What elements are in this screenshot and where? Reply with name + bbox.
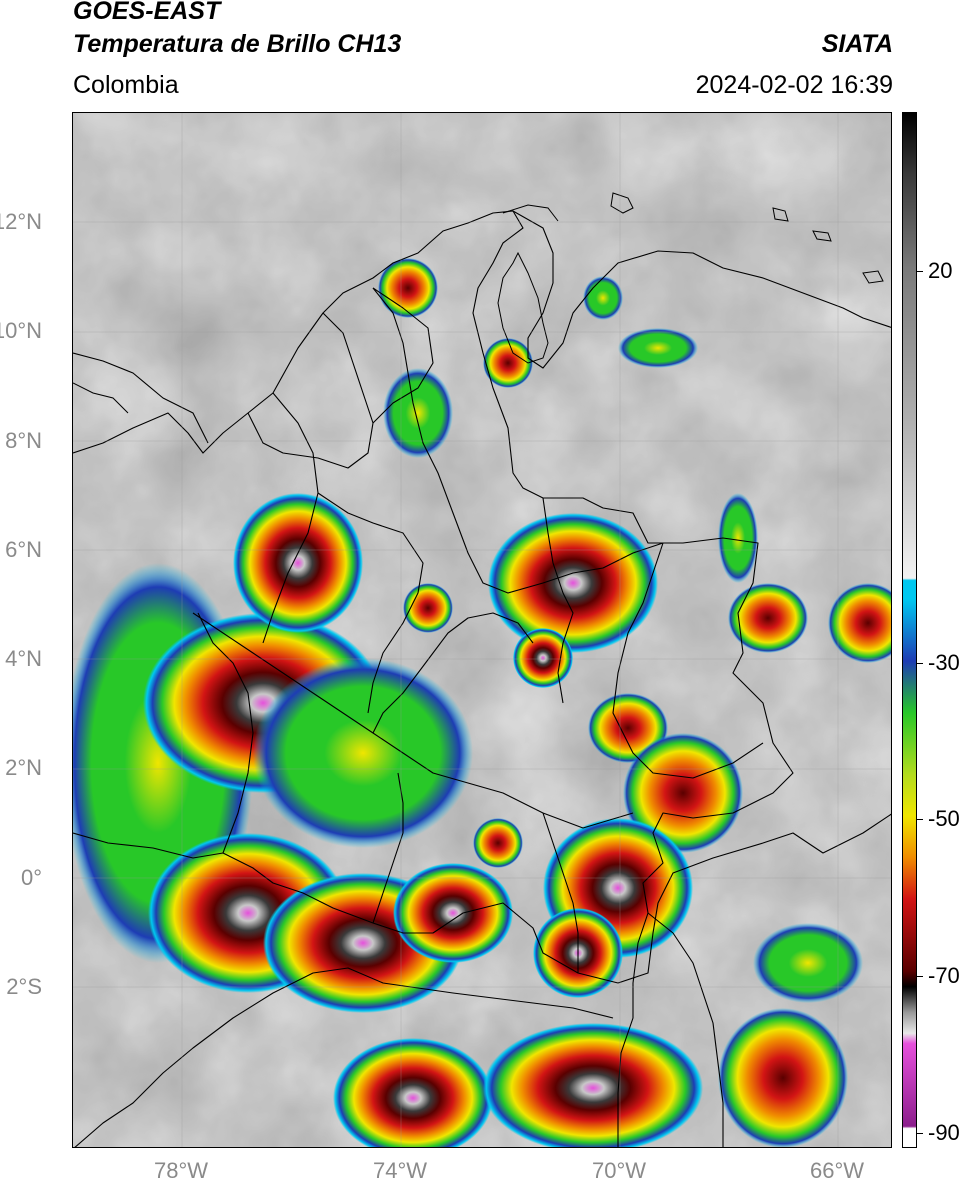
lat-label-6n: 6°N (5, 537, 42, 562)
colorbar-tick (917, 271, 923, 272)
colorbar-tick (917, 663, 923, 664)
storm-cell (378, 258, 438, 318)
lat-label-12n: 12°N (0, 209, 42, 234)
internal-border (612, 542, 764, 779)
lat-label-2n: 2°N (5, 755, 42, 780)
internal-border (542, 812, 579, 973)
island-coast (812, 230, 832, 242)
brazil-border (617, 813, 891, 984)
lat-label-4n: 4°N (5, 646, 42, 671)
internal-border (542, 497, 574, 704)
storm-cell (333, 1038, 493, 1147)
colorbar-label-minus30: -30 (928, 650, 960, 675)
satellite-title: GOES-EAST (73, 0, 221, 25)
colorbar-label-minus50: -50 (928, 806, 960, 831)
storm-cell (753, 923, 863, 1003)
storm-cell (483, 338, 533, 388)
colorbar-label-minus70: -70 (928, 963, 960, 988)
lat-label-10n: 10°N (0, 318, 42, 343)
storm-cell (623, 733, 743, 853)
convective-cells (73, 258, 891, 1147)
graticule (73, 113, 891, 1147)
maracaibo-coast (497, 251, 549, 364)
coastline (73, 192, 884, 414)
lon-label-70w: 70°W (591, 1158, 647, 1183)
ecuador-border (73, 832, 619, 984)
peru-border (74, 967, 614, 1147)
guajira-coast (502, 204, 559, 222)
storm-cell (403, 583, 453, 633)
storm-cell (253, 658, 473, 848)
storm-cell (618, 328, 698, 368)
lon-label-78w: 78°W (153, 1158, 209, 1183)
colorbar-tick (917, 976, 923, 977)
colorbar-label-minus90: -90 (928, 1120, 960, 1145)
storm-cell (383, 368, 453, 458)
venezuela-border (512, 210, 891, 369)
storm-cell (513, 628, 573, 688)
storm-cell (718, 493, 758, 583)
internal-border (262, 392, 319, 644)
internal-border (322, 312, 374, 424)
storm-cell (393, 863, 513, 963)
satellite-map (72, 112, 892, 1148)
storm-cell (488, 513, 658, 653)
storm-cell (828, 583, 891, 663)
internal-border (372, 287, 664, 594)
political-borders (73, 210, 891, 1147)
internal-border (317, 492, 424, 714)
region-label: Colombia (73, 71, 179, 99)
storm-cell (728, 583, 808, 653)
storm-cell (233, 493, 363, 633)
lon-label-66w: 66°W (809, 1158, 865, 1183)
lat-label-2s: 2°S (6, 974, 42, 999)
colorbar-tick (917, 819, 923, 820)
lon-label-74w: 74°W (372, 1158, 428, 1183)
internal-border (647, 912, 724, 1147)
island-coast (862, 270, 884, 284)
panama-border (73, 352, 209, 444)
island-coast (610, 192, 634, 214)
internal-border (192, 612, 634, 829)
colorbar-tick (917, 1133, 923, 1134)
colorbar-label-20: 20 (928, 258, 953, 283)
temperature-colorbar (902, 112, 917, 1148)
internal-border (372, 772, 404, 924)
storm-cell (473, 818, 523, 868)
timestamp-label: 2024-02-02 16:39 (695, 71, 893, 99)
colombia-border (73, 210, 794, 1147)
product-title: Temperatura de Brillo CH13 (73, 30, 402, 58)
lat-label-8n: 8°N (5, 428, 42, 453)
island-coast (772, 207, 789, 222)
storm-cell (718, 1008, 848, 1147)
brand-label: SIATA (821, 30, 893, 58)
lat-label-0: 0° (20, 865, 42, 890)
caribbean-coast (73, 382, 129, 414)
internal-border (197, 612, 254, 854)
storm-cell (583, 276, 623, 320)
internal-border (372, 612, 534, 734)
storm-cell (483, 1023, 703, 1147)
